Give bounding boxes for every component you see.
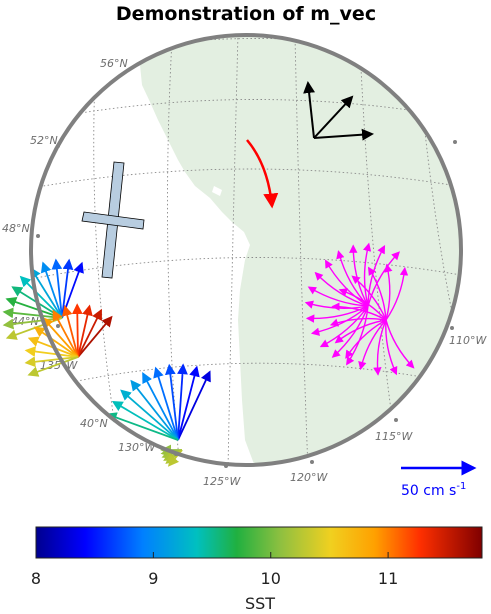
magenta-arrow [385,319,398,376]
vector-arrow [40,261,63,319]
lat-label: 56°N [100,57,128,70]
magenta-arrow [346,305,369,366]
magenta-arrow [367,251,400,307]
vector-arrow [52,309,79,358]
vector-arrow [51,258,63,319]
red-curved-arrow [246,139,279,209]
vector-key-label: 50 cm s-1 [401,481,466,499]
island [186,188,242,236]
vector-arrow [120,389,179,441]
border-ticks [36,140,457,468]
vector-key: 50 cm s-1 [401,460,477,499]
vector-arrow [61,304,79,358]
magenta-arrow [329,317,387,327]
map-globe [31,35,461,465]
magenta-arrow [310,305,369,336]
colorbar: 8 9 10 11 SST [31,526,483,613]
magenta-arrow [325,259,369,307]
lon-label: 115°W [375,430,413,443]
vector-arrow [24,346,79,358]
magenta-arrow [373,319,387,376]
lat-label: 48°N [2,222,30,235]
vector-arrow [77,315,113,358]
colorbar-gradient [35,526,483,559]
vector-arrow [33,326,79,358]
vector-arrow [164,363,179,441]
vector-arrow [142,372,179,441]
gridline-labels: 56°N 52°N 48°N 44°N 40°N 135°W 130°W 125… [2,57,487,488]
island [212,186,222,196]
vector-arrow [177,363,188,441]
magenta-arrow [319,305,369,348]
colorbar-label: SST [245,594,275,613]
magenta-arrow [385,266,409,321]
vector-arrow [177,370,211,441]
magenta-arrow [367,266,387,321]
lon-label: 120°W [290,471,328,484]
magenta-arrow [385,319,415,369]
island [126,112,140,132]
vector-arrow [77,304,93,358]
island [130,88,140,108]
magenta-arrow [363,242,372,307]
vector-arrow [71,303,83,358]
vector-field [2,258,211,467]
cross-marker [81,161,145,279]
magenta-vectors [304,242,415,376]
lon-label: 130°W [118,441,156,454]
vector-arrow [153,366,179,441]
vector-arrow [177,365,200,441]
vector-arrow [111,400,179,441]
lon-label: 110°W [449,334,487,347]
vector-arrow [42,316,79,358]
magenta-arrow [331,302,387,321]
magenta-arrow [345,319,387,359]
magenta-arrow [307,286,369,307]
colorbar-tick-label: 11 [378,569,398,588]
lat-label: 40°N [80,417,108,430]
colorbar-tick-label: 10 [261,569,281,588]
magenta-arrow [358,319,387,371]
vector-arrow [105,412,179,441]
chart-title: Demonstration of m_vec [116,3,376,25]
colorbar-tick-label: 9 [148,569,158,588]
vector-arrow [27,356,79,377]
vector-arrow [24,356,79,368]
vector-arrow [130,379,179,441]
magenta-arrow [305,305,369,323]
magenta-arrow [338,288,387,321]
magenta-arrow [384,263,393,321]
magenta-arrow [331,305,369,358]
magenta-arrow [334,319,387,344]
black-arrows [303,81,374,141]
lat-label: 52°N [30,134,58,147]
globe-border [29,33,463,467]
vector-arrow [77,308,102,358]
lon-label: 125°W [203,475,241,488]
lat-label: 44°N [11,315,39,328]
magenta-arrow [351,275,387,321]
colorbar-tick-label: 8 [31,569,41,588]
